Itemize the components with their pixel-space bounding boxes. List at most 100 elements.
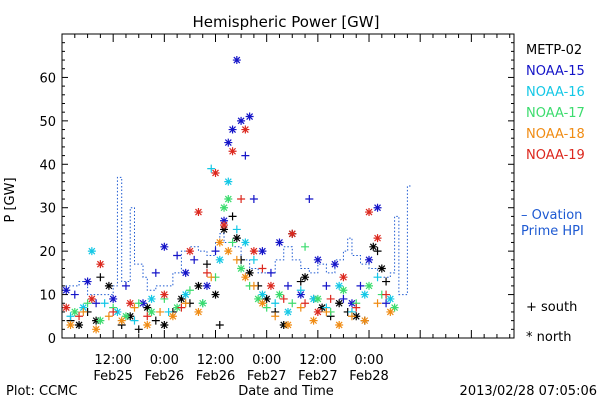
north-point bbox=[309, 294, 318, 303]
south-point bbox=[134, 299, 143, 308]
legend-entry: METP-02 bbox=[526, 43, 582, 58]
north-point bbox=[177, 294, 186, 303]
south-point bbox=[232, 225, 241, 234]
south-point bbox=[296, 303, 305, 312]
ovation-legend-label: – Ovation bbox=[521, 208, 582, 223]
north-point bbox=[275, 290, 284, 299]
north-point bbox=[62, 303, 71, 312]
south-point bbox=[382, 299, 391, 308]
north-point bbox=[245, 112, 254, 121]
north-point bbox=[113, 307, 122, 316]
x-tick-time-label: 12:00 bbox=[299, 353, 336, 368]
north-point bbox=[92, 325, 101, 334]
plot-frame bbox=[61, 33, 515, 339]
south-point bbox=[75, 312, 84, 321]
y-tick-label: 30 bbox=[39, 202, 56, 217]
x-tick-time-label: 0:00 bbox=[252, 353, 281, 368]
legend: METP-02 NOAA-15 NOAA-16 NOAA-17 NOAA-18 NOAA-… bbox=[521, 43, 585, 345]
y-tick-label: 50 bbox=[39, 115, 56, 130]
north-point bbox=[373, 234, 382, 243]
north-point bbox=[309, 316, 318, 325]
south-point bbox=[373, 247, 382, 256]
north-point bbox=[181, 268, 190, 277]
x-tick-date-label: Feb27 bbox=[298, 369, 338, 384]
legend-entry: NOAA-19 bbox=[526, 148, 585, 163]
north-point bbox=[215, 255, 224, 264]
y-tick-label: 20 bbox=[39, 245, 56, 260]
north-point bbox=[96, 316, 105, 325]
north-point bbox=[194, 281, 203, 290]
south-point bbox=[322, 281, 331, 290]
south-point bbox=[266, 268, 275, 277]
south-point bbox=[79, 307, 88, 316]
series-metp-02 bbox=[66, 212, 391, 334]
south-point bbox=[288, 299, 297, 308]
north-point bbox=[224, 247, 233, 256]
north-point bbox=[377, 264, 386, 273]
south-point bbox=[356, 281, 365, 290]
north-point bbox=[288, 229, 297, 238]
south-point bbox=[301, 242, 310, 251]
north-point bbox=[365, 255, 374, 264]
south-point bbox=[339, 294, 348, 303]
legend-entry: NOAA-18 bbox=[526, 127, 585, 142]
north-point bbox=[160, 290, 169, 299]
south-point bbox=[279, 294, 288, 303]
south-point bbox=[326, 294, 335, 303]
north-point bbox=[390, 303, 399, 312]
south-point bbox=[143, 312, 152, 321]
legend-entry: NOAA-15 bbox=[526, 64, 585, 79]
south-point bbox=[185, 286, 194, 295]
north-point bbox=[245, 268, 254, 277]
south-point bbox=[352, 303, 361, 312]
north-point bbox=[224, 195, 233, 204]
north-point bbox=[185, 247, 194, 256]
south-point bbox=[382, 277, 391, 286]
north-point bbox=[258, 247, 267, 256]
north-point bbox=[258, 290, 267, 299]
series-noaa-16 bbox=[66, 164, 395, 325]
ovation-legend-label: Prime HPI bbox=[521, 224, 584, 239]
series-noaa-15 bbox=[62, 56, 391, 308]
north-point bbox=[313, 294, 322, 303]
north-point bbox=[237, 116, 246, 125]
north-point bbox=[347, 299, 356, 308]
north-point bbox=[117, 316, 126, 325]
y-axis: 0 10 20 30 40 50 60 bbox=[39, 33, 514, 347]
south-point bbox=[173, 251, 182, 260]
south-point bbox=[202, 268, 211, 277]
y-tick-label: 60 bbox=[39, 71, 56, 86]
south-point bbox=[373, 299, 382, 308]
north-point bbox=[241, 273, 250, 282]
north-point bbox=[335, 299, 344, 308]
north-point bbox=[352, 312, 361, 321]
x-tick-time-label: 12:00 bbox=[197, 353, 234, 368]
north-point bbox=[369, 242, 378, 251]
north-point bbox=[335, 320, 344, 329]
chart-title: Hemispheric Power [GW] bbox=[193, 13, 380, 31]
north-point bbox=[87, 294, 96, 303]
south-point bbox=[104, 312, 113, 321]
south-point bbox=[177, 303, 186, 312]
north-point bbox=[284, 307, 292, 316]
south-point bbox=[83, 299, 92, 308]
south-point bbox=[202, 260, 211, 269]
north-point bbox=[279, 320, 288, 329]
north-point bbox=[258, 299, 267, 308]
ovation-hpi-line bbox=[62, 176, 412, 296]
south-point bbox=[164, 307, 173, 316]
north-point bbox=[160, 320, 169, 329]
south-point bbox=[100, 299, 109, 308]
north-point bbox=[126, 299, 135, 308]
north-point bbox=[339, 273, 348, 282]
north-point bbox=[143, 303, 152, 312]
north-point bbox=[386, 307, 395, 316]
south-point bbox=[373, 273, 382, 282]
north-point bbox=[143, 320, 152, 329]
north-point bbox=[215, 238, 224, 247]
north-point bbox=[237, 264, 246, 273]
south-point bbox=[301, 299, 310, 308]
south-point bbox=[322, 307, 331, 316]
north-point bbox=[70, 307, 79, 316]
north-point bbox=[194, 208, 203, 217]
